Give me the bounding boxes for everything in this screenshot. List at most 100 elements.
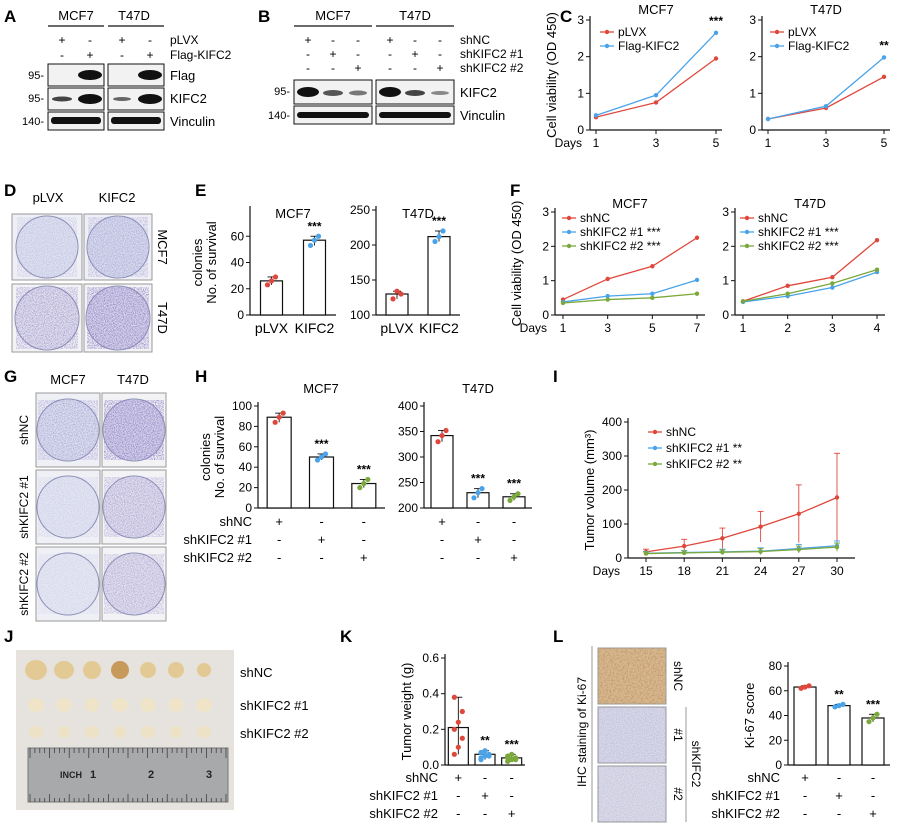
data-point bbox=[832, 704, 838, 710]
lane-mark: - bbox=[356, 47, 360, 61]
legend-marker bbox=[566, 243, 572, 249]
x-tick-label: 3 bbox=[653, 136, 660, 150]
group-row-mark: - bbox=[319, 550, 323, 565]
data-point bbox=[439, 432, 445, 439]
y-tick-label: 3 bbox=[577, 13, 584, 27]
data-point bbox=[605, 293, 610, 299]
group-row-mark: + bbox=[508, 806, 516, 821]
y-axis-label: Cell viability (OD 450) bbox=[544, 12, 559, 138]
significance: ** bbox=[834, 687, 844, 701]
series-line bbox=[645, 496, 838, 553]
y-tick-label: 40 bbox=[239, 460, 253, 474]
legend-label: Flag-KIFC2 bbox=[788, 39, 850, 53]
panel-b-row-label-shkifc2-1: shKIFC2 #1 bbox=[460, 47, 524, 61]
ihc-image-shkifc2-1 bbox=[597, 706, 667, 764]
bar bbox=[302, 239, 327, 316]
tumor bbox=[28, 698, 44, 712]
group-row-mark: - bbox=[476, 550, 480, 565]
data-point bbox=[475, 490, 481, 496]
y-tick-label: 40 bbox=[769, 709, 783, 723]
data-point bbox=[881, 74, 887, 80]
x-tick-label: 1 bbox=[593, 136, 600, 150]
chart-h2: 200 250 300 350 400 T47D *** *** bbox=[398, 381, 532, 515]
x-axis-label: Days bbox=[520, 321, 547, 335]
chart-title: T47D bbox=[462, 381, 494, 396]
data-point bbox=[806, 683, 812, 689]
data-point bbox=[866, 719, 872, 725]
y-axis-label: Tumor weight (g) bbox=[399, 663, 414, 761]
data-point bbox=[834, 544, 840, 550]
series-line bbox=[742, 239, 878, 302]
panel-h-group-rows: shNC + + - - - - shKIFC2 #1 - - + + - - shKIFC2 #2 - - - -… bbox=[183, 514, 517, 565]
data-point bbox=[765, 116, 771, 122]
data-point bbox=[459, 735, 465, 741]
group-row-mark: - bbox=[871, 770, 875, 785]
significance: *** bbox=[357, 462, 371, 476]
group-row-mark: - bbox=[483, 770, 487, 785]
group-row-label: shKIFC2 #1 bbox=[369, 788, 438, 803]
y-tick-label: 0 bbox=[775, 758, 782, 772]
panel-letter-i: I bbox=[553, 367, 558, 386]
lane-mark: - bbox=[388, 61, 392, 75]
data-point bbox=[443, 427, 449, 434]
group-row-mark: + bbox=[438, 514, 446, 529]
data-point bbox=[471, 495, 477, 501]
data-point bbox=[881, 55, 887, 60]
data-point bbox=[318, 454, 325, 460]
data-point bbox=[311, 237, 318, 243]
lane-mark: - bbox=[306, 61, 310, 75]
group-row-mark: + bbox=[801, 770, 809, 785]
lane-mark: - bbox=[388, 47, 392, 61]
group-row-mark: - bbox=[456, 806, 460, 821]
y-tick-label: 20 bbox=[769, 733, 783, 747]
data-point bbox=[432, 238, 438, 245]
panel-letter-c: C bbox=[560, 7, 572, 26]
chart-title: MCF7 bbox=[275, 206, 310, 221]
data-point bbox=[836, 703, 842, 709]
data-point bbox=[713, 56, 719, 61]
series-line bbox=[595, 57, 717, 118]
panel-letter-e: E bbox=[195, 181, 206, 200]
panel-g-colony-plates: MCF7 T47D shNC shKIFC2 #1 shKIFC2 #2 bbox=[17, 372, 167, 622]
group-row-mark: - bbox=[512, 514, 516, 529]
lane-mark: - bbox=[120, 48, 124, 62]
legend-label: Flag-KIFC2 bbox=[618, 39, 680, 53]
group-row-mark: - bbox=[476, 514, 480, 529]
legend-marker bbox=[604, 43, 610, 49]
data-point bbox=[390, 296, 396, 302]
legend-label: pLVX bbox=[788, 25, 816, 39]
data-point bbox=[560, 300, 566, 306]
panel-d-col-kifc2: KIFC2 bbox=[99, 190, 136, 205]
group-row-label: shKIFC2 #2 bbox=[711, 806, 780, 821]
x-axis-label: Days bbox=[593, 564, 620, 578]
chart-title: MCF7 bbox=[303, 381, 338, 396]
group-row-label: shKIFC2 #2 bbox=[183, 550, 252, 565]
group-row-mark: + bbox=[481, 788, 489, 803]
y-tick-label: 250 bbox=[350, 203, 370, 217]
lane-mark: - bbox=[88, 33, 92, 47]
x-tick-label: KIFC2 bbox=[419, 320, 459, 336]
tumor bbox=[54, 661, 74, 679]
panel-letter-g: G bbox=[4, 367, 17, 386]
panel-a-mw-vinculin: 140- bbox=[22, 116, 44, 128]
legend-label: shKIFC2 #1 *** bbox=[758, 225, 839, 239]
panel-letter-j: J bbox=[4, 627, 13, 646]
data-point bbox=[758, 549, 763, 554]
colony-plate bbox=[83, 213, 153, 281]
series-line bbox=[562, 293, 698, 304]
chart-e2: 100 150 200 250 T47D pLVX *** KIFC2 bbox=[350, 203, 460, 336]
panel-a-blot-flag-mcf7 bbox=[47, 63, 105, 87]
tumor bbox=[25, 660, 47, 680]
group-row-label: shNC bbox=[405, 770, 438, 785]
significance: *** bbox=[471, 472, 485, 486]
significance: ** bbox=[879, 38, 889, 52]
group-row-label: shNC bbox=[747, 770, 780, 785]
group-row-mark: - bbox=[837, 770, 841, 785]
data-point bbox=[513, 757, 519, 763]
data-point bbox=[694, 277, 700, 283]
x-tick-label: 4 bbox=[874, 321, 881, 335]
legend-marker bbox=[652, 429, 658, 435]
panel-j-label-shkifc2-1: shKIFC2 #1 bbox=[240, 698, 309, 713]
